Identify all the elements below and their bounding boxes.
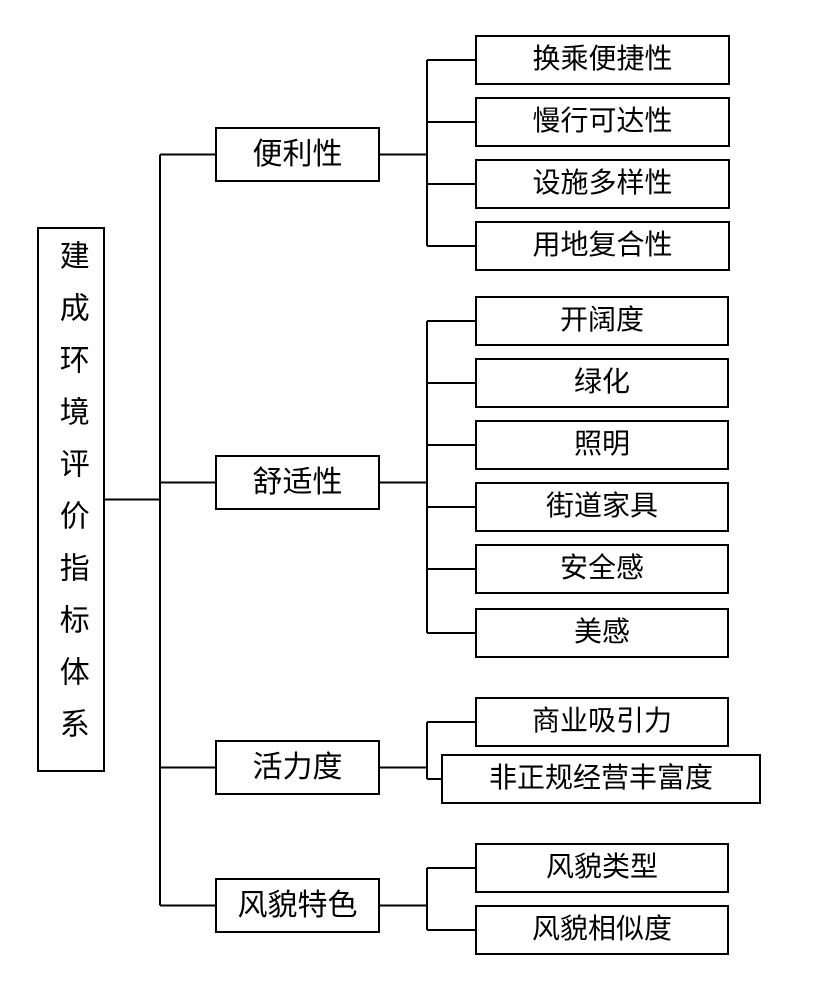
- mid-vitality: 活力度: [215, 740, 380, 795]
- leaf-label: 风貌相似度: [532, 915, 672, 944]
- leaf-label: 设施多样性: [532, 169, 672, 198]
- leaf-label: 开阔度: [560, 306, 644, 335]
- mid-convenience-label: 便利性: [253, 139, 343, 171]
- leaf-label: 安全感: [560, 554, 644, 583]
- leaf-land-mixed-use: 用地复合性: [475, 221, 730, 271]
- leaf-slow-accessibility: 慢行可达性: [475, 97, 730, 147]
- mid-convenience: 便利性: [215, 127, 380, 182]
- diagram-canvas: 建成环境评价指标体系 便利性 舒适性 活力度 风貌特色 换乘便捷性 慢行可达性 …: [0, 0, 814, 1000]
- hierarchy-root-label: 建成环境评价指标体系: [55, 240, 87, 760]
- leaf-greening: 绿化: [475, 358, 729, 408]
- leaf-label: 风貌类型: [546, 853, 658, 882]
- leaf-aesthetics: 美感: [475, 608, 729, 658]
- mid-vitality-label: 活力度: [253, 752, 343, 784]
- leaf-openness: 开阔度: [475, 296, 729, 346]
- leaf-label: 商业吸引力: [532, 707, 672, 736]
- mid-style-label: 风貌特色: [238, 890, 358, 922]
- leaf-label: 照明: [574, 430, 630, 459]
- mid-comfort: 舒适性: [215, 455, 380, 510]
- mid-style: 风貌特色: [215, 878, 380, 933]
- leaf-label: 慢行可达性: [532, 107, 672, 136]
- leaf-label: 非正规经营丰富度: [489, 764, 713, 793]
- leaf-safety: 安全感: [475, 544, 729, 594]
- hierarchy-root: 建成环境评价指标体系: [37, 227, 105, 772]
- leaf-style-similarity: 风貌相似度: [475, 905, 729, 955]
- leaf-label: 用地复合性: [532, 231, 672, 260]
- leaf-lighting: 照明: [475, 420, 729, 470]
- leaf-informal-richness: 非正规经营丰富度: [441, 754, 761, 804]
- leaf-label: 街道家具: [546, 492, 658, 521]
- mid-comfort-label: 舒适性: [253, 467, 343, 499]
- leaf-commercial-attract: 商业吸引力: [475, 697, 729, 747]
- leaf-style-type: 风貌类型: [475, 843, 729, 893]
- leaf-transfer-convenience: 换乘便捷性: [475, 35, 730, 85]
- leaf-label: 美感: [574, 618, 630, 647]
- leaf-label: 绿化: [574, 368, 630, 397]
- leaf-street-furniture: 街道家具: [475, 482, 729, 532]
- leaf-label: 换乘便捷性: [532, 45, 672, 74]
- leaf-facility-diversity: 设施多样性: [475, 159, 730, 209]
